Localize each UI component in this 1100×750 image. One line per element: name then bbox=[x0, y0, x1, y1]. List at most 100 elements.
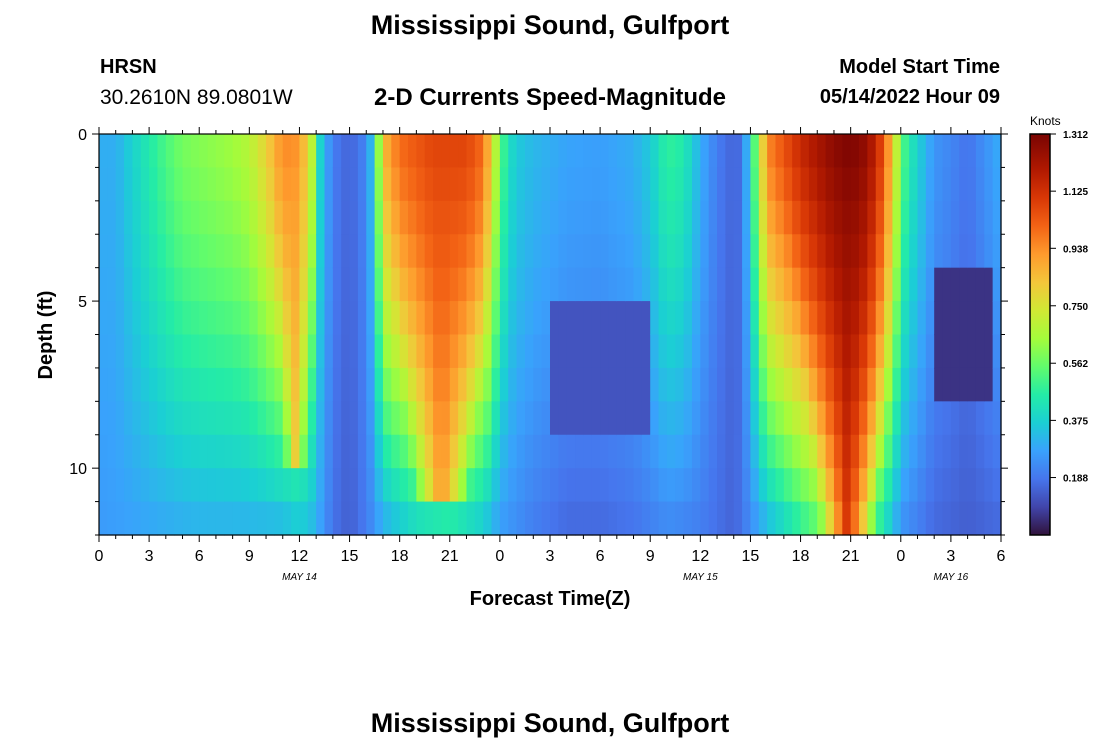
heat-cell bbox=[190, 401, 200, 436]
heat-cell bbox=[691, 234, 701, 269]
heat-cell bbox=[600, 334, 610, 369]
x-tick-label: 3 bbox=[145, 548, 154, 565]
heat-cell bbox=[892, 401, 902, 436]
heat-cell bbox=[550, 367, 559, 402]
heat-cell bbox=[725, 301, 735, 336]
heat-cell bbox=[959, 301, 969, 336]
heat-cell bbox=[357, 134, 367, 169]
heat-cell bbox=[600, 200, 610, 235]
heat-cell bbox=[466, 234, 476, 269]
heat-cell bbox=[282, 200, 292, 235]
heat-cell bbox=[424, 501, 434, 536]
heat-cell bbox=[232, 167, 242, 202]
heat-cell bbox=[842, 234, 852, 269]
heat-cell bbox=[483, 167, 493, 202]
heat-cell bbox=[942, 167, 952, 202]
heat-cell bbox=[199, 501, 209, 536]
heat-cell bbox=[783, 334, 793, 369]
heat-cell bbox=[959, 367, 969, 402]
heat-cell bbox=[708, 234, 718, 269]
heat-cell bbox=[942, 301, 952, 336]
heat-cell bbox=[583, 234, 593, 269]
heat-cell bbox=[909, 401, 919, 436]
heat-cell bbox=[316, 200, 326, 235]
heat-cell bbox=[550, 267, 559, 302]
heat-cell bbox=[374, 501, 384, 536]
heat-cell bbox=[850, 267, 860, 302]
heat-cell bbox=[324, 434, 334, 469]
heat-cell bbox=[541, 434, 551, 469]
heat-cell bbox=[332, 301, 342, 336]
heat-cell bbox=[641, 434, 651, 469]
heat-cell bbox=[408, 200, 417, 235]
heat-cell bbox=[174, 401, 184, 436]
heat-cell bbox=[516, 334, 526, 369]
heat-cell bbox=[307, 167, 317, 202]
heat-cell bbox=[608, 501, 618, 536]
heat-cell bbox=[99, 301, 108, 336]
heat-cell bbox=[341, 367, 351, 402]
heat-cell bbox=[466, 200, 476, 235]
heat-cell bbox=[808, 200, 818, 235]
heat-cell bbox=[850, 434, 860, 469]
heat-cell bbox=[207, 134, 217, 169]
heat-cell bbox=[566, 267, 576, 302]
heat-cell bbox=[483, 401, 493, 436]
heat-cell bbox=[182, 501, 192, 536]
heat-cell bbox=[391, 134, 401, 169]
heat-cell bbox=[575, 434, 585, 469]
heat-cell bbox=[466, 267, 476, 302]
heat-cell bbox=[391, 367, 401, 402]
heat-cell bbox=[107, 167, 117, 202]
heat-cell bbox=[433, 301, 443, 336]
heat-cell bbox=[332, 367, 342, 402]
heat-cell bbox=[558, 468, 568, 503]
heat-cell bbox=[107, 134, 117, 169]
heat-cell bbox=[708, 267, 718, 302]
heat-cell bbox=[650, 234, 660, 269]
heat-cell bbox=[992, 134, 1002, 169]
heat-cell bbox=[658, 301, 668, 336]
heat-cell bbox=[900, 267, 910, 302]
y-tick-labels: 0 5 10 bbox=[69, 127, 87, 478]
heat-cell bbox=[190, 434, 200, 469]
colorbar-title: Knots bbox=[1030, 114, 1061, 128]
heat-cell bbox=[942, 367, 952, 402]
heat-cell bbox=[984, 301, 994, 336]
heat-cell bbox=[341, 234, 351, 269]
heat-cell bbox=[366, 468, 376, 503]
heat-cell bbox=[625, 301, 635, 336]
heat-cell bbox=[441, 267, 451, 302]
heat-cell bbox=[399, 468, 409, 503]
heat-cell bbox=[967, 434, 977, 469]
heat-cell bbox=[950, 301, 960, 336]
heat-cell bbox=[850, 167, 860, 202]
heat-cell bbox=[182, 367, 192, 402]
heat-cell bbox=[182, 334, 192, 369]
heat-cell bbox=[842, 167, 852, 202]
heat-cell bbox=[675, 468, 685, 503]
heat-cell bbox=[291, 367, 301, 402]
heat-cell bbox=[616, 334, 626, 369]
heat-cell bbox=[382, 134, 392, 169]
heat-cell bbox=[650, 200, 660, 235]
heat-cell bbox=[992, 301, 1002, 336]
heat-cell bbox=[600, 434, 610, 469]
heat-cell bbox=[541, 234, 551, 269]
heat-cell bbox=[800, 401, 810, 436]
heat-cell bbox=[650, 267, 660, 302]
heat-cell bbox=[382, 468, 392, 503]
heat-cell bbox=[391, 234, 401, 269]
heat-cell bbox=[132, 334, 142, 369]
heat-cell bbox=[499, 167, 509, 202]
heat-cell bbox=[892, 468, 902, 503]
heat-cell bbox=[349, 367, 359, 402]
heat-cell bbox=[967, 468, 977, 503]
heat-cell bbox=[825, 334, 835, 369]
heat-cell bbox=[733, 167, 743, 202]
heat-cell bbox=[132, 401, 142, 436]
heat-cell bbox=[266, 401, 275, 436]
heat-cell bbox=[750, 367, 760, 402]
heat-cell bbox=[274, 267, 284, 302]
heat-cell bbox=[240, 334, 250, 369]
